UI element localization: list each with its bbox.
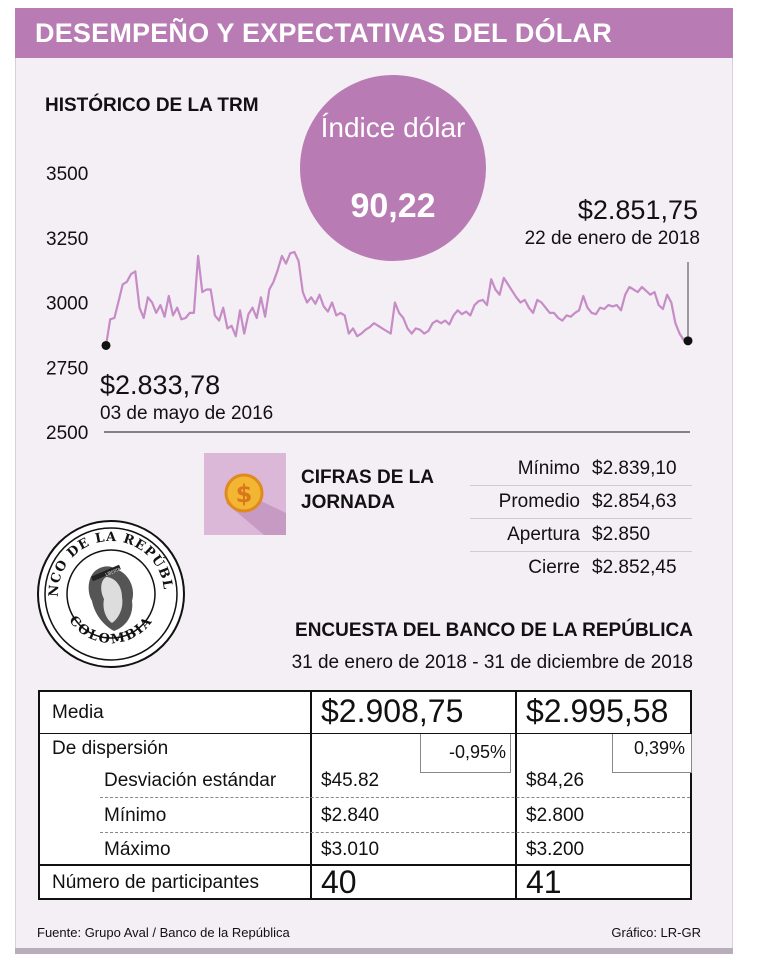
stat-value: $2.852,45: [592, 557, 677, 578]
stat-row-open: Apertura $2.850: [470, 518, 692, 552]
stat-value: $2.854,63: [592, 491, 677, 512]
trm-line-chart: 3500 3250 3000 2750 2500: [46, 164, 693, 444]
row-label-max: Máximo: [104, 839, 171, 860]
bottom-rule: [15, 948, 733, 954]
y-tick-label: 2750: [46, 358, 88, 379]
start-point: [101, 340, 111, 350]
stat-label: Apertura: [507, 524, 580, 545]
footer-source: Fuente: Grupo Aval / Banco de la Repúbli…: [37, 925, 290, 940]
y-tick-label: 2500: [46, 423, 88, 444]
col2-change-box: 0,39%: [612, 734, 692, 773]
dollar-index-badge: Índice dólar 90,22: [300, 75, 486, 261]
col1-max: $3.010: [321, 839, 380, 860]
survey-period: 31 de enero de 2018 - 31 de diciembre de…: [291, 652, 693, 673]
table-divider: [515, 692, 517, 898]
stat-value: $2.839,10: [592, 458, 677, 479]
col1-change: -0,95%: [448, 742, 506, 762]
day-figures-title: CIFRAS DE LA JORNADA: [301, 467, 434, 513]
row-label-std: Desviación estándar: [104, 770, 277, 791]
dollar-index-value: 90,22: [350, 187, 436, 225]
chart-title: HISTÓRICO DE LA TRM: [45, 95, 259, 116]
row-label-min: Mínimo: [104, 805, 167, 826]
end-point: [683, 336, 693, 346]
stat-row-minimum: Mínimo $2.839,10: [470, 452, 692, 486]
col1-participants: 40: [321, 864, 357, 900]
table-rule: [40, 864, 690, 866]
trm-series-line: [104, 250, 689, 346]
survey-title: ENCUESTA DEL BANCO DE LA REPÚBLICA: [295, 620, 693, 641]
row-label-dispersion: De dispersión: [52, 738, 169, 759]
table-rule: [40, 733, 690, 734]
y-tick-label: 3000: [46, 294, 88, 315]
col2-max: $3.200: [526, 839, 585, 860]
col2-min: $2.800: [526, 805, 585, 826]
row-label-media: Media: [52, 702, 104, 723]
col1-media: $2.908,75: [321, 693, 464, 729]
y-tick-label: 3500: [46, 164, 88, 185]
col1-std: $45.82: [321, 770, 380, 791]
end-date-label: 22 de enero de 2018: [524, 228, 700, 249]
stat-label: Cierre: [528, 557, 580, 578]
col2-media: $2.995,58: [526, 693, 669, 729]
stat-row-average: Promedio $2.854,63: [470, 485, 692, 519]
footer-credit: Gráfico: LR-GR: [611, 925, 701, 940]
seal-ribbon: LIBERTAD: [105, 565, 125, 577]
banco-republica-seal-logo: BANCO DE LA REPÚBLICA COLOMBIA LIBERTAD: [36, 519, 185, 668]
stat-row-close: Cierre $2.852,45: [470, 551, 692, 584]
stat-label: Promedio: [498, 491, 580, 512]
header-title: DESEMPEÑO Y EXPECTATIVAS DEL DÓLAR: [35, 18, 612, 48]
dollar-coin-icon: $: [224, 473, 286, 535]
survey-table: Media $2.908,75 $2.995,58 De dispersión …: [38, 690, 692, 900]
svg-text:$: $: [236, 480, 253, 508]
y-tick-label: 3250: [46, 229, 88, 250]
table-dashed-rule: [100, 797, 690, 798]
coin-icon-box: $: [204, 453, 286, 535]
start-value-label: $2.833,78: [100, 370, 221, 400]
stat-value: $2.850: [592, 524, 651, 545]
table-dashed-rule: [100, 832, 690, 833]
col2-change: 0,39%: [633, 738, 685, 758]
col2-std: $84,26: [526, 770, 585, 791]
col2-participants: 41: [526, 864, 562, 900]
col1-change-box: -0,95%: [420, 734, 511, 773]
dollar-index-label: Índice dólar: [320, 112, 466, 143]
col1-min: $2.840: [321, 805, 380, 826]
table-divider: [310, 692, 312, 898]
stat-label: Mínimo: [517, 458, 580, 479]
header-bar: DESEMPEÑO Y EXPECTATIVAS DEL DÓLAR: [15, 8, 733, 58]
row-label-participants: Número de participantes: [52, 872, 259, 893]
start-date-label: 03 de mayo de 2016: [100, 403, 274, 424]
end-value-label: $2.851,75: [577, 195, 698, 225]
